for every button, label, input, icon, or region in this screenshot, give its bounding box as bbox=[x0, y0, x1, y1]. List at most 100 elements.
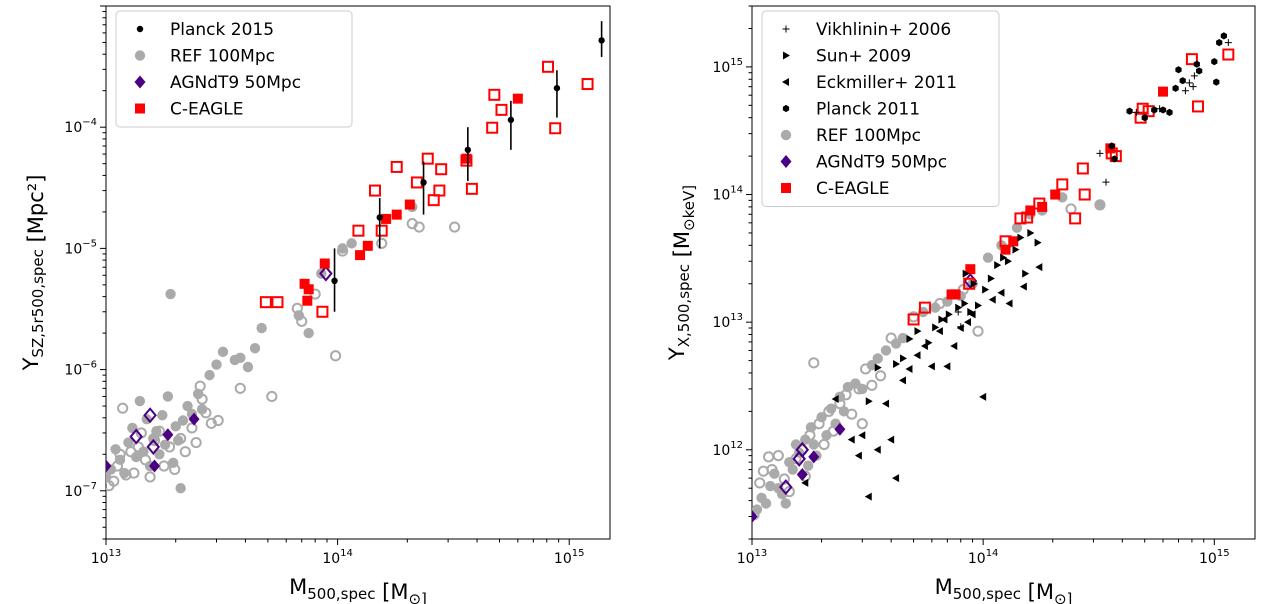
c-eagle-point bbox=[1222, 48, 1235, 61]
ref-100mpc-point bbox=[175, 432, 187, 445]
legend-marker bbox=[782, 25, 790, 33]
planck-2015-point bbox=[507, 116, 515, 124]
ref-100mpc-point bbox=[235, 352, 246, 364]
vikhlinin-2006-point bbox=[1132, 108, 1140, 116]
ref-100mpc-point bbox=[162, 391, 174, 402]
agndt9-50mpc-point bbox=[808, 450, 820, 464]
sun-2009-point bbox=[1017, 233, 1025, 242]
c-eagle-point bbox=[1078, 188, 1091, 201]
sun-2009-point bbox=[994, 261, 1002, 270]
c-eagle-point bbox=[488, 88, 501, 101]
x-tick-label: 1013 bbox=[737, 548, 768, 567]
ref-100mpc-point bbox=[256, 322, 267, 334]
c-eagle-point bbox=[381, 213, 392, 224]
legend-marker bbox=[134, 75, 146, 89]
ref-100mpc-point bbox=[818, 438, 830, 451]
ref-100mpc-point bbox=[217, 346, 229, 358]
planck-2011-point bbox=[1175, 66, 1182, 74]
ref-100mpc-point bbox=[194, 380, 206, 392]
legend-label: Sun+ 2009 bbox=[816, 47, 911, 67]
agndt9-50mpc-point bbox=[149, 459, 161, 473]
c-eagle-point bbox=[1191, 100, 1204, 113]
data-markers-right bbox=[752, 32, 1235, 524]
ref-100mpc-point bbox=[754, 477, 766, 489]
c-eagle-point bbox=[542, 60, 555, 73]
c-eagle-point bbox=[259, 296, 272, 309]
y-tick-label: 1015 bbox=[712, 57, 743, 76]
ref-100mpc-point bbox=[329, 350, 342, 362]
c-eagle-point bbox=[1158, 86, 1169, 97]
legend-marker bbox=[780, 129, 792, 141]
panel-right-yx: 1013 1014 1015 1012 1013 1014 1015 M500,spec … bbox=[665, 5, 1256, 604]
eckmiller-2011-point bbox=[956, 323, 964, 332]
y-tick-label: 10−6 bbox=[64, 360, 97, 379]
agndt9-50mpc-point bbox=[319, 265, 333, 282]
ref-100mpc-point bbox=[885, 332, 897, 344]
sun-2009-point bbox=[962, 269, 970, 278]
eckmiller-2011-point bbox=[847, 435, 855, 444]
ref-100mpc-point bbox=[173, 435, 184, 446]
ref-100mpc-point bbox=[872, 353, 883, 364]
x-tick-label: 1013 bbox=[91, 548, 122, 567]
ref-100mpc-point bbox=[449, 221, 461, 233]
legend-marker bbox=[781, 183, 791, 193]
ref-100mpc-point bbox=[1011, 222, 1023, 233]
c-eagle-point bbox=[461, 153, 472, 164]
eckmiller-2011-point bbox=[1005, 299, 1013, 308]
c-eagle-point bbox=[404, 199, 415, 210]
planck-2015-point bbox=[598, 37, 605, 44]
ref-100mpc-point bbox=[413, 221, 425, 233]
c-eagle-point bbox=[271, 296, 284, 309]
legend-label: Planck 2011 bbox=[816, 100, 920, 120]
legend-marker bbox=[782, 78, 789, 86]
x-tick-label: 1014 bbox=[968, 548, 999, 567]
sun-2009-point bbox=[1012, 245, 1020, 254]
sun-2009-point bbox=[865, 397, 873, 406]
ref-100mpc-point bbox=[765, 480, 776, 492]
agndt9-50mpc-point bbox=[129, 428, 143, 445]
ref-100mpc-point bbox=[291, 302, 303, 314]
ref-100mpc-point bbox=[982, 252, 994, 263]
legend-label: C-EAGLE bbox=[170, 100, 243, 120]
planck-2015-point bbox=[376, 214, 383, 221]
vikhlinin-2006-point bbox=[1181, 87, 1189, 95]
eckmiller-2011-point bbox=[858, 431, 866, 440]
y-axis-label-right: YX,500,spec [M⊙keV] bbox=[665, 185, 698, 361]
legend-marker bbox=[135, 103, 145, 114]
planck-2011-point bbox=[1220, 32, 1227, 40]
sun-2009-point bbox=[955, 303, 963, 312]
ref-100mpc-point bbox=[163, 441, 176, 453]
ref-100mpc-point bbox=[123, 437, 134, 448]
eckmiller-2011-point bbox=[920, 342, 928, 351]
ref-100mpc-point bbox=[114, 448, 126, 460]
planck-2011-point bbox=[1211, 58, 1218, 66]
c-eagle-point bbox=[460, 154, 473, 167]
agndt9-50mpc-point bbox=[143, 407, 157, 424]
eckmiller-2011-point bbox=[831, 394, 839, 403]
planck-2011-point bbox=[1151, 106, 1158, 114]
planck-2011-point bbox=[1111, 155, 1118, 163]
legend-marker bbox=[136, 25, 144, 33]
sun-2009-point bbox=[970, 279, 978, 288]
ref-100mpc-point bbox=[125, 446, 137, 458]
ref-100mpc-point bbox=[169, 463, 181, 476]
ref-100mpc-point bbox=[790, 453, 802, 465]
x-axis-ticks-right: 1013 1014 1015 bbox=[737, 539, 1230, 567]
ref-100mpc-point bbox=[182, 400, 193, 412]
y-tick-label: 10−5 bbox=[64, 238, 97, 257]
ref-100mpc-point bbox=[108, 475, 120, 487]
c-eagle-point bbox=[1000, 244, 1011, 255]
planck-2015-point bbox=[420, 179, 427, 186]
x-tick-label: 1014 bbox=[322, 548, 353, 567]
ref-100mpc-point bbox=[158, 460, 170, 472]
c-eagle-point bbox=[465, 182, 478, 195]
ref-100mpc-point bbox=[834, 398, 846, 410]
eckmiller-2011-point bbox=[864, 492, 872, 501]
agndt9-50mpc-point bbox=[752, 510, 758, 524]
legend-marker bbox=[783, 51, 790, 60]
sun-2009-point bbox=[1034, 238, 1042, 247]
ref-100mpc-point bbox=[190, 436, 202, 449]
sun-2009-point bbox=[987, 274, 995, 283]
legend-marker bbox=[782, 104, 790, 113]
x-tick-label: 1015 bbox=[1199, 548, 1230, 567]
